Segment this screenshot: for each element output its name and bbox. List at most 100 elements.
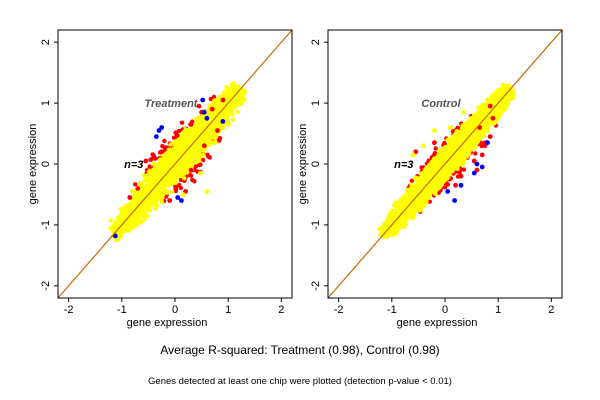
blue-outlier-point — [200, 97, 206, 103]
data-point — [161, 156, 167, 161]
data-point — [229, 108, 235, 114]
blue-outlier-point — [113, 233, 118, 239]
red-outlier-point — [127, 195, 133, 200]
data-point — [176, 128, 182, 134]
yellow-outlier-point — [212, 140, 218, 146]
data-point — [166, 174, 172, 179]
data-point — [192, 125, 197, 131]
x-tick-label: 2 — [278, 304, 284, 316]
data-point — [162, 138, 167, 144]
data-point — [182, 138, 188, 143]
data-point — [121, 216, 127, 222]
x-tick-label: 0 — [172, 304, 178, 316]
data-point — [185, 143, 190, 149]
data-point — [192, 179, 197, 184]
data-point — [133, 182, 138, 187]
data-point — [129, 202, 134, 207]
data-point — [182, 176, 187, 181]
data-point — [177, 161, 182, 167]
data-point — [471, 118, 477, 123]
data-point — [139, 219, 144, 225]
data-point — [180, 157, 186, 162]
data-point — [211, 94, 217, 100]
data-point — [491, 121, 497, 126]
yellow-outlier-point — [154, 198, 159, 203]
data-point — [152, 206, 158, 212]
data-point — [217, 136, 223, 141]
x-tick-label: 1 — [225, 304, 231, 316]
data-point — [186, 133, 192, 139]
data-point — [127, 220, 132, 226]
data-point — [159, 199, 164, 205]
data-point — [224, 85, 229, 90]
data-point — [144, 186, 149, 191]
data-point — [212, 135, 217, 141]
y-tick-label: -2 — [40, 281, 52, 291]
data-point — [114, 223, 119, 228]
red-outlier-point — [215, 128, 220, 133]
data-point — [144, 173, 150, 178]
data-point — [159, 191, 165, 196]
treatment-plot-area — [58, 30, 292, 298]
data-point — [451, 166, 457, 171]
data-point — [455, 135, 460, 140]
treatment-panel-title: Treatment — [144, 98, 198, 110]
data-point — [130, 188, 135, 194]
data-point — [175, 170, 181, 175]
data-point — [151, 161, 156, 167]
data-point — [153, 189, 158, 195]
data-point — [127, 209, 132, 214]
red-outlier-point — [159, 149, 165, 155]
data-point — [446, 173, 451, 178]
data-point — [393, 228, 399, 233]
data-point — [160, 186, 165, 191]
data-point — [226, 122, 231, 127]
data-point — [201, 113, 207, 118]
x-tick-label: -1 — [117, 304, 127, 316]
data-point — [155, 162, 161, 167]
data-point — [144, 200, 150, 205]
data-point — [178, 154, 183, 159]
data-point — [138, 193, 144, 199]
data-point — [198, 118, 203, 124]
data-point — [157, 157, 163, 162]
data-point — [473, 151, 478, 156]
red-outlier-point — [201, 143, 207, 149]
data-point — [390, 232, 396, 238]
data-point — [175, 139, 181, 144]
data-point — [198, 127, 203, 133]
data-point — [230, 117, 236, 122]
red-outlier-point — [167, 198, 173, 203]
data-point — [145, 205, 150, 210]
red-outlier-point — [220, 97, 226, 103]
data-point — [193, 164, 198, 169]
data-point — [113, 219, 119, 225]
data-point — [391, 213, 396, 218]
data-point — [223, 94, 228, 99]
data-point — [143, 196, 148, 202]
data-point — [225, 110, 230, 115]
data-point — [147, 164, 152, 169]
treatment-sample-count: n=3 — [124, 159, 143, 171]
red-outlier-point — [188, 122, 194, 127]
data-point — [188, 163, 193, 169]
data-point — [464, 150, 470, 155]
data-point — [165, 163, 170, 168]
data-point — [181, 161, 187, 166]
data-point — [170, 189, 175, 195]
data-point — [207, 130, 212, 136]
data-point — [182, 168, 187, 174]
control-plot-area — [328, 30, 562, 298]
data-point — [142, 210, 147, 216]
data-point — [432, 151, 438, 156]
data-point — [172, 140, 177, 145]
yellow-outlier-point — [198, 170, 203, 176]
data-point — [194, 144, 199, 150]
data-point — [124, 204, 129, 210]
blue-outlier-point — [175, 195, 181, 200]
blue-outlier-point — [220, 119, 226, 124]
yellow-outlier-point — [180, 192, 186, 197]
data-point — [168, 152, 173, 158]
